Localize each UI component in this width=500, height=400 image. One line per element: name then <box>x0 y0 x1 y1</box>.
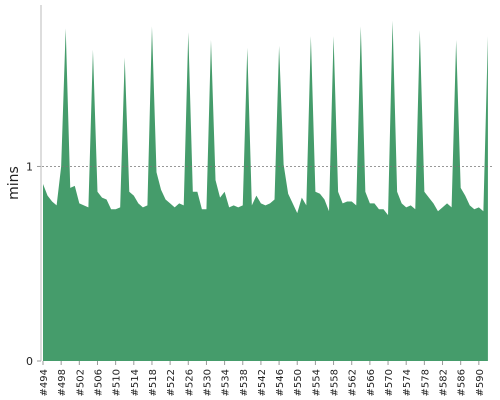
area <box>43 20 488 362</box>
x-tick-label: #554 <box>311 369 322 396</box>
x-tick-label: #538 <box>239 369 250 396</box>
x-tick-label: #506 <box>93 369 104 396</box>
x-tick-label: #534 <box>221 369 232 396</box>
x-tick-label: #566 <box>366 369 377 396</box>
x-tick-label: #562 <box>348 369 359 396</box>
x-tick-label: #586 <box>457 369 468 396</box>
x-tick-label: #546 <box>275 369 286 396</box>
x-tick-label: #494 <box>39 369 50 396</box>
x-tick-label: #582 <box>439 369 450 396</box>
x-tick-label: #498 <box>57 369 68 396</box>
x-tick-label: #570 <box>384 369 395 396</box>
y-tick-label: 0 <box>26 355 33 368</box>
y-tick-label: 1 <box>26 160 33 173</box>
x-tick-label: #522 <box>166 369 177 396</box>
x-tick-label: #518 <box>148 369 159 396</box>
x-tick-label: #510 <box>112 369 123 396</box>
x-tick-label: #574 <box>402 369 413 396</box>
x-tick-label: #514 <box>130 369 141 396</box>
x-tick-label: #550 <box>293 369 304 396</box>
y-axis-label: mins <box>6 166 22 200</box>
x-tick-label: #558 <box>330 369 341 396</box>
x-tick-label: #530 <box>202 369 213 396</box>
x-tick-label: #502 <box>75 369 86 396</box>
x-tick-label: #542 <box>257 369 268 396</box>
x-tick-label: #526 <box>184 369 195 396</box>
x-tick-label: #578 <box>420 369 431 396</box>
x-tick-label: #590 <box>475 369 486 396</box>
